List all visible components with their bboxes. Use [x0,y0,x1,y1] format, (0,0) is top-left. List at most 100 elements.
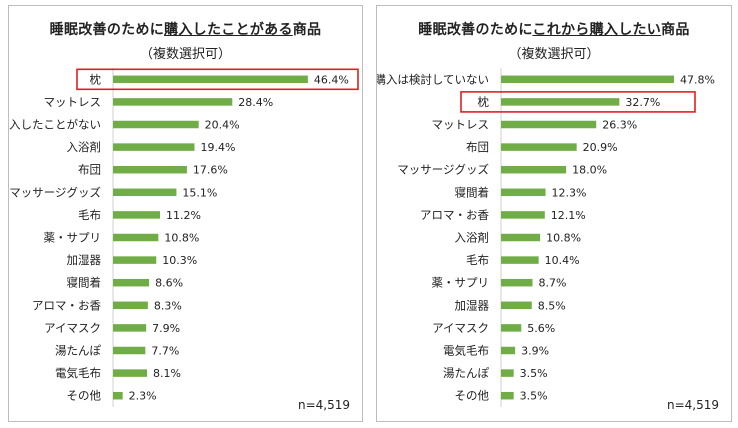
value-label: 3.5% [520,390,548,403]
bar [113,324,147,332]
bar [501,120,597,129]
category-label: 布団 [78,163,101,177]
value-label: 3.9% [521,345,549,358]
value-label: 2.3% [129,390,157,403]
value-label: 26.3% [602,119,637,132]
value-label: 3.5% [520,367,548,380]
bar [501,391,514,400]
category-label: 購入したことがない [9,118,101,132]
title-part-emphasis: 購入したことがある [164,22,293,38]
chart-panel-purchased: 睡眠改善のために購入したことがある商品 （複数選択可） 枕 46.4% マットレス 2… [8,5,363,422]
bar [501,188,546,197]
bar [501,324,522,332]
category-label: アロマ・お香 [420,208,489,222]
category-label: その他 [455,389,490,403]
chart-subtitle: （複数選択可） [508,47,600,62]
title-part-prefix: 睡眠改善のために [418,22,533,38]
category-label: マッサージグッズ [397,163,489,177]
value-label: 15.1% [182,186,217,199]
bar [113,98,233,106]
bar [113,75,308,84]
highlight-box [460,91,696,113]
value-label: 8.7% [538,277,566,290]
value-label: 5.6% [527,322,555,335]
bar [501,211,545,219]
sample-size-note: n=4,519 [666,398,719,412]
value-label: 18.0% [572,164,607,177]
category-label: 入浴剤 [67,140,102,154]
bar [113,278,150,287]
value-label: 46.4% [314,73,349,86]
category-label: 布団 [466,140,489,154]
title-part-suffix: 商品 [292,22,322,38]
bar [501,75,675,84]
category-label: 電気毛布 [55,366,101,380]
value-label: 32.7% [625,96,660,109]
category-label: マットレス [44,95,102,109]
value-label: 28.4% [238,96,273,109]
category-label: 寝間着 [455,185,490,199]
value-label: 12.1% [551,209,586,222]
bar [501,98,620,106]
category-label: 毛布 [466,253,489,267]
category-label: 薬・サプリ [432,276,490,290]
bar [113,233,159,242]
bar [113,391,123,400]
bar [113,188,177,197]
category-label: 入浴剤 [455,231,490,245]
bar [501,143,577,151]
value-label: 8.1% [153,367,181,380]
category-label: マットレス [432,118,490,132]
category-label: 電気毛布 [443,344,489,358]
bar [501,165,567,174]
sample-size-note: n=4,519 [297,398,350,412]
category-label: 購入は検討していない [377,72,489,86]
bar [113,120,199,129]
category-label: アイマスク [44,321,101,335]
bar [501,369,514,377]
bar [501,278,533,287]
value-label: 19.4% [200,141,235,154]
category-label: 加湿器 [67,253,102,267]
bar-chart-purchased: 枕 46.4% マットレス 28.4% 購入したことがない 20.4% 入浴剤 19.4% 布団… [9,68,359,407]
chart-subtitle: （複数選択可） [139,47,231,62]
title-part-prefix: 睡眠改善のために [49,22,165,38]
bar [501,301,532,310]
bar [113,143,195,151]
bar-chart-want-to-buy: 購入は検討していない 47.8% 枕 32.7% マットレス 26.3% 布団 20.9% マッ… [377,68,715,407]
value-label: 7.9% [152,322,180,335]
title-part-suffix: 商品 [661,22,690,38]
bar [113,165,187,174]
category-label: アイマスク [432,321,489,335]
value-label: 10.8% [164,232,199,245]
value-label: 8.6% [155,277,183,290]
value-label: 10.8% [546,232,581,245]
bar [501,346,516,355]
category-label: 湯たんぽ [443,366,489,380]
title-part-emphasis: これから購入したい [532,22,662,38]
category-label: マッサージグッズ [9,185,101,199]
value-label: 11.2% [166,209,201,222]
category-label: 枕 [478,95,490,109]
bar [113,301,148,310]
category-label: 加湿器 [455,298,490,312]
category-label: その他 [67,389,102,403]
value-label: 20.9% [583,141,618,154]
bar [113,211,161,219]
bar [113,256,157,264]
category-label: 寝間着 [67,276,102,290]
value-label: 10.3% [162,254,197,267]
value-label: 20.4% [205,119,240,132]
bar [113,346,146,355]
value-label: 8.3% [154,299,182,312]
chart-panel-want-to-buy: 睡眠改善のためにこれから購入したい商品 （複数選択可） 購入は検討していない 47… [376,5,732,422]
value-label: 47.8% [680,73,715,86]
category-label: アロマ・お香 [32,298,101,312]
bar [113,369,148,377]
bar [501,233,541,242]
chart-title: 睡眠改善のためにこれから購入したい商品 [377,19,731,39]
category-label: 枕 [90,72,102,86]
value-label: 8.5% [538,299,566,312]
category-label: 毛布 [78,208,101,222]
bar [501,256,539,264]
